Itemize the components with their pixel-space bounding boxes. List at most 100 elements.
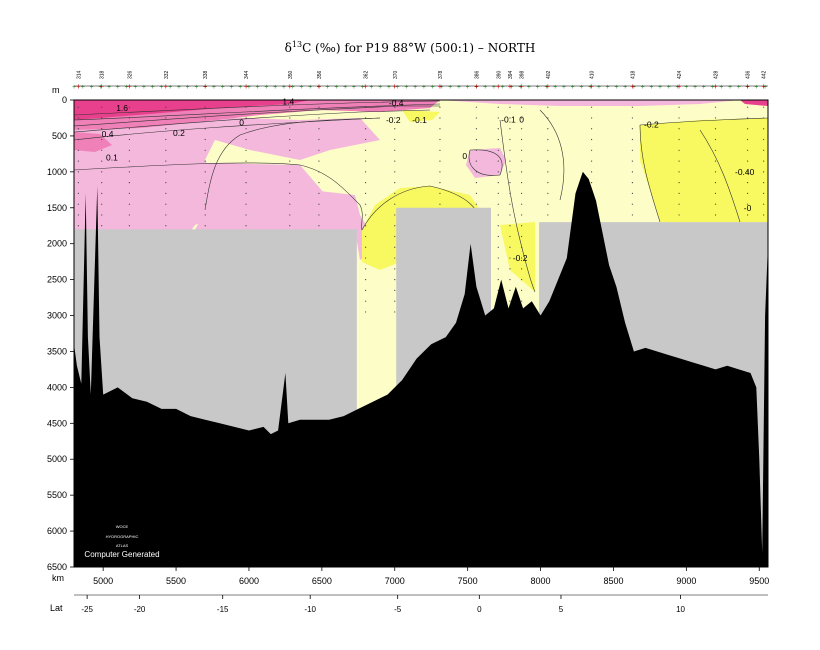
sample-dot <box>714 117 717 119</box>
sample-dot <box>289 138 291 141</box>
contour-label: 0.2 <box>173 128 185 138</box>
x-tick-label: 6500 <box>312 576 332 586</box>
bathymetry <box>74 171 768 568</box>
sample-dot <box>289 149 291 151</box>
sample-dot <box>204 225 206 227</box>
station-mark: + <box>124 84 128 91</box>
sample-dot <box>245 171 247 173</box>
station-mark-primary: + <box>761 82 766 91</box>
sample-dot <box>497 235 499 238</box>
sample-dot <box>521 214 523 216</box>
sample-dot <box>439 160 441 162</box>
sample-dot <box>497 268 499 270</box>
sample-dot <box>394 311 396 313</box>
station-label: 344 <box>244 70 250 79</box>
sample-dot <box>318 225 320 227</box>
sample-dot <box>364 257 367 259</box>
sample-dot <box>521 182 523 184</box>
sample-dot <box>497 192 499 194</box>
sample-dot <box>763 192 765 194</box>
station-mark-primary: + <box>392 82 397 91</box>
sample-dot <box>631 160 634 162</box>
sample-dot <box>165 171 167 173</box>
sample-dot <box>509 128 511 130</box>
station-mark: + <box>684 84 688 91</box>
sample-dot <box>547 138 549 141</box>
sample-dot <box>631 214 634 216</box>
station-mark: + <box>369 84 373 91</box>
sample-dot <box>394 182 396 184</box>
sample-dot <box>631 106 634 108</box>
sample-dot <box>521 289 523 291</box>
sample-dot <box>475 128 478 130</box>
sample-dot <box>101 182 103 184</box>
station-mark: + <box>667 84 671 91</box>
sample-dot <box>128 149 131 151</box>
sample-dot <box>364 149 367 151</box>
sample-dot <box>547 160 549 162</box>
station-label: 398 <box>520 70 526 79</box>
station-mark: + <box>116 84 120 91</box>
sample-dot <box>678 128 680 130</box>
sample-dot <box>318 192 320 194</box>
sample-dot <box>289 192 291 194</box>
sample-dot <box>364 128 367 130</box>
sample-dot <box>521 300 523 302</box>
sample-dot <box>77 203 79 205</box>
sample-dot <box>521 128 523 130</box>
station-mark: + <box>229 84 233 91</box>
station-label: 338 <box>203 70 209 79</box>
station-mark: + <box>81 84 85 91</box>
station-mark: + <box>72 84 76 91</box>
contour-line-12 <box>699 129 741 223</box>
sample-dot <box>394 171 396 173</box>
station-mark: + <box>501 84 505 91</box>
contour-label: 0 <box>519 114 524 124</box>
sample-dot <box>763 149 765 151</box>
station-mark: + <box>361 84 365 91</box>
sample-dot <box>394 235 396 238</box>
y-tick-label: 1500 <box>47 203 67 213</box>
station-mark: + <box>702 84 706 91</box>
sample-dot <box>509 235 511 238</box>
sample-dot <box>204 192 206 194</box>
sample-dot <box>521 149 523 151</box>
x-tick-label: 5000 <box>93 576 113 586</box>
sample-dot <box>631 182 634 184</box>
sample-dot <box>318 203 320 205</box>
sample-dot <box>245 106 247 108</box>
y-tick-label: 5000 <box>47 454 67 464</box>
sample-dot <box>714 182 717 184</box>
station-mark: + <box>536 84 540 91</box>
sample-dot <box>521 192 523 194</box>
station-mark-primary: + <box>76 82 81 91</box>
contour-line-11 <box>499 119 536 293</box>
station-mark: + <box>291 84 295 91</box>
sample-dot <box>165 203 167 205</box>
station-mark: + <box>571 84 575 91</box>
sample-dot <box>746 192 749 194</box>
sample-dot <box>204 128 206 130</box>
station-mark: + <box>387 84 391 91</box>
sample-dot <box>364 117 367 119</box>
sample-dot <box>394 300 396 302</box>
station-label: 390 <box>496 70 502 79</box>
sample-dot <box>394 203 396 205</box>
sample-dot <box>547 171 549 173</box>
station-mark: + <box>264 84 268 91</box>
x-tick-label: 9500 <box>749 576 769 586</box>
sample-dot <box>165 192 167 194</box>
sample-dot <box>77 214 79 216</box>
station-mark-primary: + <box>496 82 501 91</box>
sample-dot <box>746 214 749 216</box>
station-mark: + <box>474 84 478 91</box>
y-tick-label: 6500 <box>47 562 67 572</box>
station-mark: + <box>509 84 513 91</box>
x-tick-label: 7000 <box>385 576 405 586</box>
station-label: 394 <box>508 70 514 79</box>
sample-dot <box>289 171 291 173</box>
sample-dot <box>364 311 367 313</box>
sample-dot <box>439 192 441 194</box>
sample-dot <box>746 149 749 151</box>
